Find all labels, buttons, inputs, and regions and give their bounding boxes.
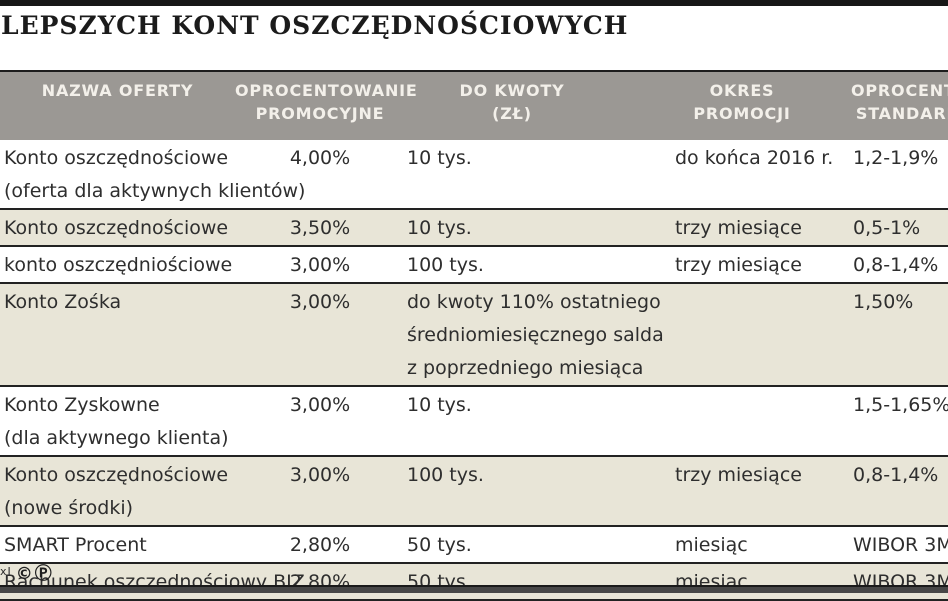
- amount-line: 50 tys.: [407, 571, 472, 593]
- offer-name-line: (oferta dla aktywnych klientów): [4, 180, 306, 202]
- top-border-bar: [0, 0, 948, 6]
- cell-amount-limit: 10 tys.: [405, 386, 673, 456]
- table-row: Konto oszczędnościowe 3,50% 10 tys. trzy…: [0, 209, 948, 246]
- cell-promo-rate: 4,00%: [289, 147, 351, 169]
- cell-standard-rate: 0,5-1%: [853, 217, 921, 239]
- footer-credit: xI ©Ⓟ: [0, 558, 54, 584]
- cell-standard-rate: 1,50%: [853, 291, 914, 313]
- offer-name-line: SMART Procent: [4, 534, 147, 556]
- amount-line: 100 tys.: [407, 254, 484, 276]
- cell-amount-limit: 50 tys.: [405, 526, 673, 563]
- savings-accounts-table: NAZWA OFERTY OPROCENTOWANIE PROMOCYJNE D…: [0, 70, 948, 601]
- table-row: SMART Procent 2,80% 50 tys. miesiąc WIBO…: [0, 526, 948, 563]
- amount-line: 10 tys.: [407, 147, 472, 169]
- footer-fragment: xI: [0, 564, 12, 578]
- amount-line: 10 tys.: [407, 217, 472, 239]
- cell-offer-name: konto oszczędniościowe: [0, 246, 235, 283]
- column-header-offer-name: NAZWA OFERTY: [0, 70, 235, 140]
- column-header-label: OKRES: [709, 81, 775, 100]
- savings-accounts-table-wrap: NAZWA OFERTY OPROCENTOWANIE PROMOCYJNE D…: [0, 70, 948, 601]
- amount-line: z poprzedniego miesiąca: [407, 357, 644, 379]
- cell-promo-period: [673, 386, 851, 456]
- table-row: konto oszczędniościowe 3,00% 100 tys. tr…: [0, 246, 948, 283]
- cell-promo-rate: 3,00%: [289, 254, 351, 276]
- column-header-label: OPROCENTOWANIE: [235, 81, 418, 100]
- offer-name-line: Konto oszczędnościowe: [4, 464, 229, 486]
- amount-line: do kwoty 110% ostatniego: [407, 291, 661, 313]
- offer-name-line: Konto Zośka: [4, 291, 122, 313]
- cell-standard-rate: 1,5-1,65%: [853, 394, 948, 416]
- cell-promo-period: trzy miesiące: [675, 254, 802, 276]
- column-header-label: PROMOCYJNE: [255, 104, 385, 123]
- cell-promo-rate: 3,00%: [289, 464, 351, 486]
- cell-standard-rate: 1,2-1,9%: [853, 147, 939, 169]
- cell-standard-rate: WIBOR 3M p: [853, 534, 948, 556]
- table-row: Konto Zyskowne (dla aktywnego klienta) 3…: [0, 386, 948, 456]
- column-header-label: PROMOCJI: [693, 104, 791, 123]
- cell-promo-rate: 3,00%: [289, 291, 351, 313]
- cell-promo-period: [673, 283, 851, 386]
- table-row: Konto oszczędnościowe (oferta dla aktywn…: [0, 140, 948, 209]
- cell-promo-rate: 2,80%: [289, 534, 351, 556]
- cell-promo-period: trzy miesiące: [675, 217, 802, 239]
- cell-amount-limit: 100 tys.: [405, 456, 673, 526]
- cell-promo-period: trzy miesiące: [675, 464, 802, 486]
- table-row: Konto Zośka 3,00% do kwoty 110% ostatnie…: [0, 283, 948, 386]
- amount-line: 100 tys.: [407, 464, 484, 486]
- offer-name-line: Konto Zyskowne: [4, 394, 160, 416]
- column-header-promo-period: OKRES PROMOCJI: [673, 70, 851, 140]
- column-header-label: NAZWA OFERTY: [41, 81, 194, 100]
- offer-name-line: (nowe środki): [4, 497, 134, 519]
- column-header-label: DO KWOTY: [459, 81, 565, 100]
- offer-name-line: Konto oszczędnościowe: [4, 217, 229, 239]
- cell-offer-name: Konto Zośka: [0, 283, 235, 386]
- offer-name-line: Konto oszczędnościowe: [4, 147, 229, 169]
- column-header-promo-rate: OPROCENTOWANIE PROMOCYJNE: [235, 70, 418, 140]
- cell-offer-name: Konto oszczędnościowe (nowe środki): [0, 456, 235, 526]
- cell-amount-limit: 50 tys.: [405, 563, 673, 600]
- cell-promo-rate: 3,00%: [289, 394, 351, 416]
- cell-offer-name: SMART Procent: [0, 526, 235, 563]
- cell-standard-rate: WIBOR 3M p: [853, 571, 948, 593]
- cell-promo-rate: 3,50%: [289, 217, 351, 239]
- table-header-row: NAZWA OFERTY OPROCENTOWANIE PROMOCYJNE D…: [0, 70, 948, 140]
- amount-line: 10 tys.: [407, 394, 472, 416]
- column-header-amount-limit: DO KWOTY (ZŁ): [405, 70, 673, 140]
- cell-promo-period: do końca 2016 r.: [675, 147, 834, 169]
- amount-line: 50 tys.: [407, 534, 472, 556]
- license-marks-icon: ©Ⓟ: [15, 563, 54, 584]
- column-header-label: STANDARDOWE: [855, 104, 948, 123]
- cell-offer-name: Konto oszczędnościowe (oferta dla aktywn…: [0, 140, 306, 209]
- table-row: Rachunek oszczędnościowy BIZ 2,80% 50 ty…: [0, 563, 948, 600]
- cell-standard-rate: 0,8-1,4%: [853, 464, 939, 486]
- cell-amount-limit: 10 tys.: [405, 140, 673, 209]
- cell-amount-limit: do kwoty 110% ostatniego średniomiesięcz…: [405, 283, 673, 386]
- cell-promo-period: miesiąc: [675, 571, 748, 593]
- cell-offer-name: Konto oszczędnościowe: [0, 209, 235, 246]
- column-header-label: (ZŁ): [492, 104, 532, 123]
- cell-standard-rate: 0,8-1,4%: [853, 254, 939, 276]
- cell-amount-limit: 10 tys.: [405, 209, 673, 246]
- cell-promo-period: miesiąc: [675, 534, 748, 556]
- bottom-border-bar: [0, 585, 948, 593]
- page-title: LEPSZYCH KONT OSZCZĘDNOŚCIOWYCH: [1, 11, 629, 40]
- offer-name-line: konto oszczędniościowe: [4, 254, 233, 276]
- column-header-standard-rate: OPROCENTOWANIE STANDARDOWE: [851, 70, 948, 140]
- cell-amount-limit: 100 tys.: [405, 246, 673, 283]
- cell-offer-name: Konto Zyskowne (dla aktywnego klienta): [0, 386, 235, 456]
- offer-name-line: (dla aktywnego klienta): [4, 427, 229, 449]
- column-header-label: OPROCENTOWANIE: [851, 81, 948, 100]
- table-row: Konto oszczędnościowe (nowe środki) 3,00…: [0, 456, 948, 526]
- amount-line: średniomiesięcznego salda: [407, 324, 664, 346]
